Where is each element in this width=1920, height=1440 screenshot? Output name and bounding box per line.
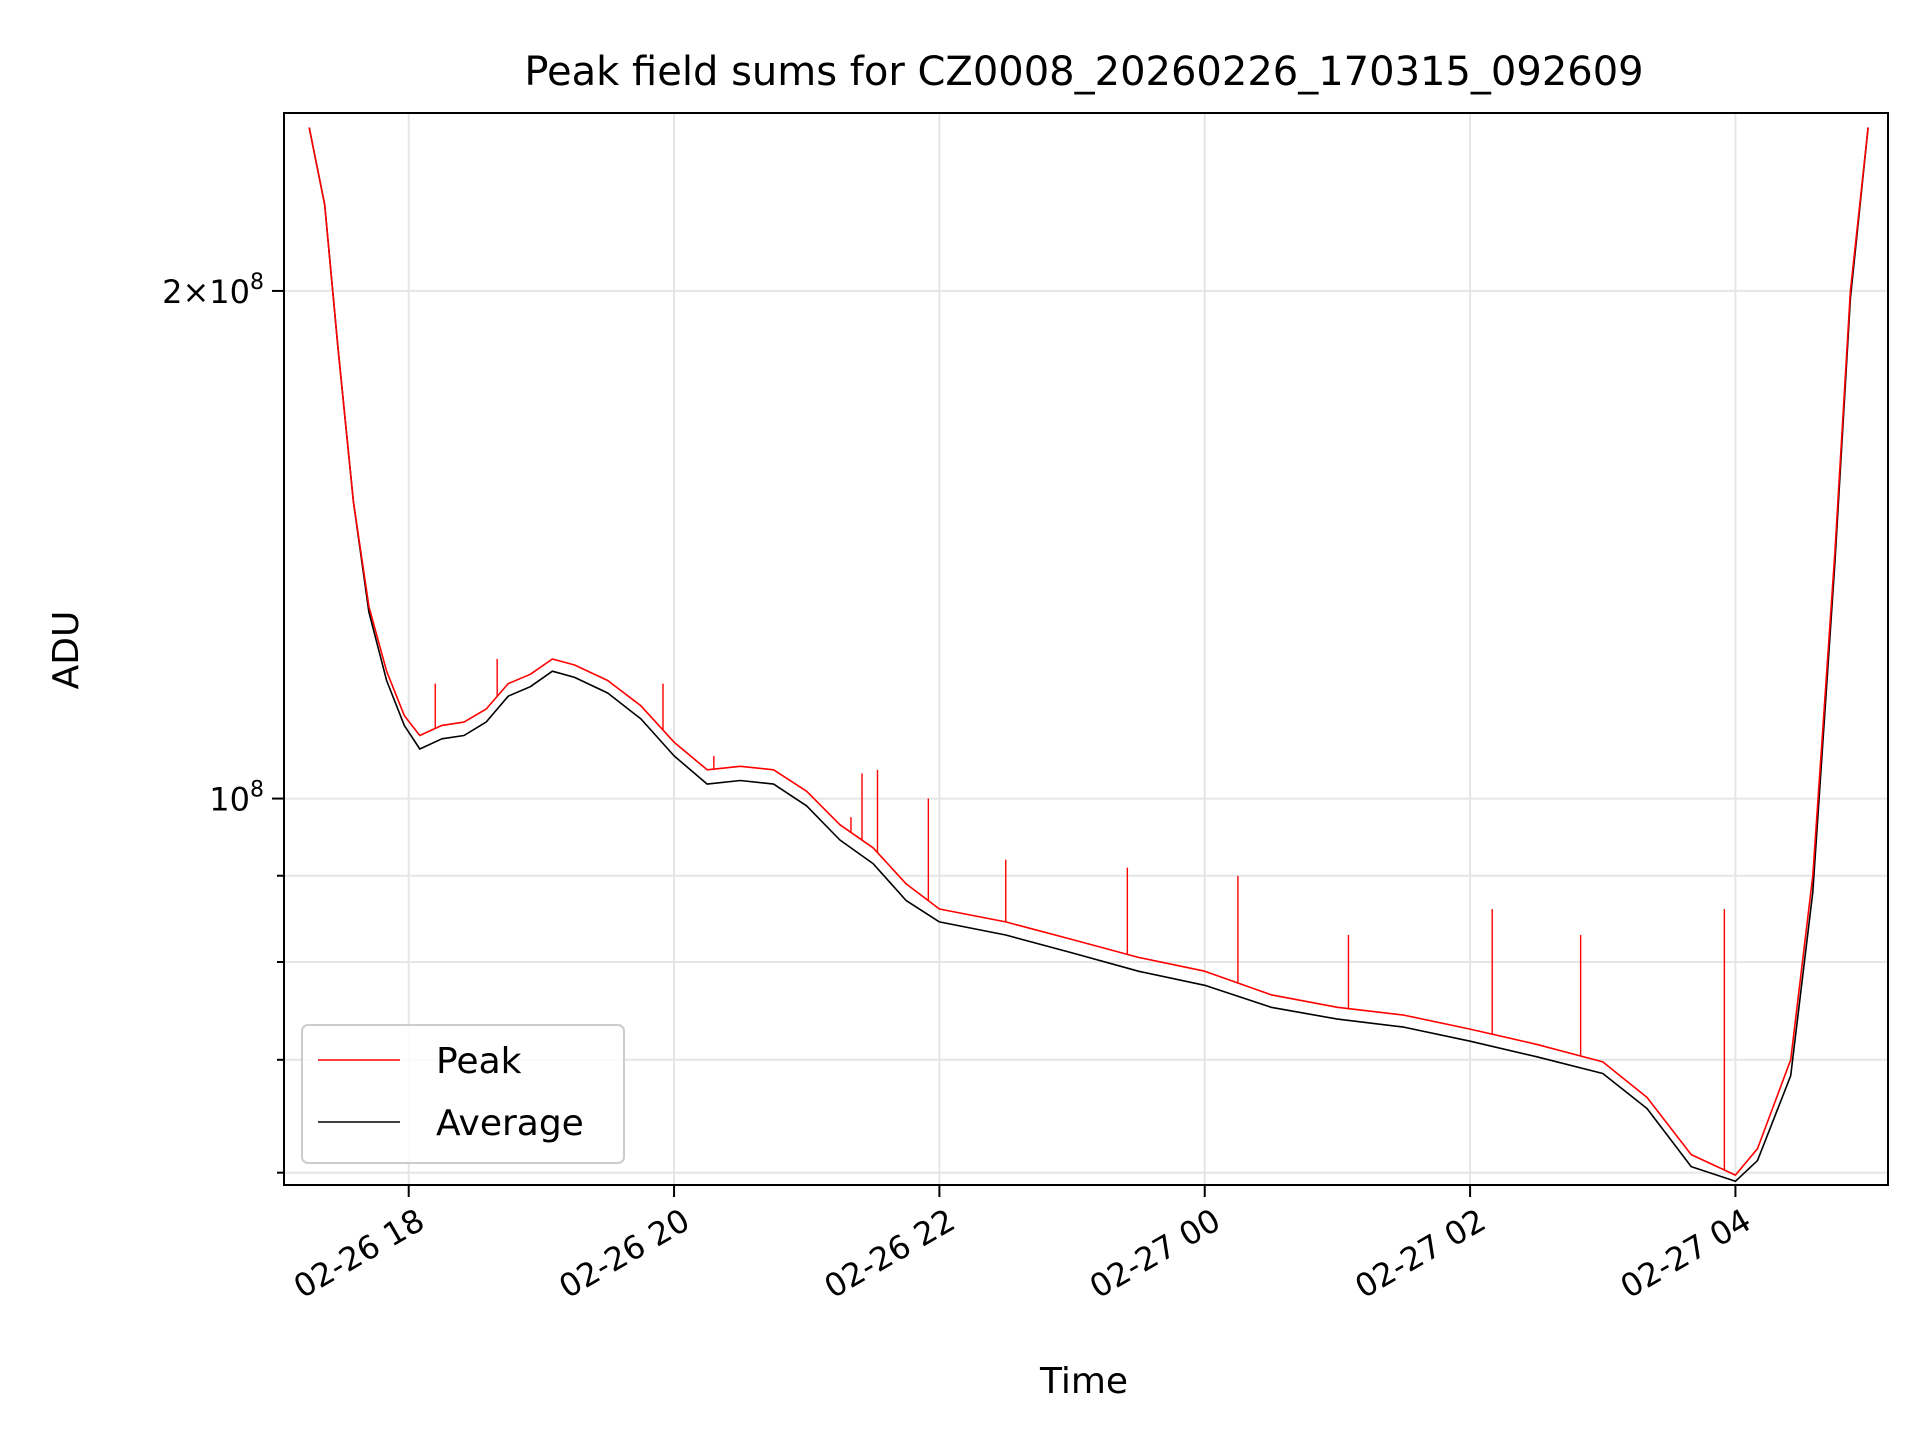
legend: Peak Average <box>301 1024 625 1164</box>
legend-peak-label: Peak <box>436 1041 522 1082</box>
series-peak-line <box>308 127 1869 1176</box>
legend-average-label: Average <box>436 1103 584 1144</box>
x-tick-label: 02-27 00 <box>1083 1201 1227 1306</box>
series-layer <box>308 127 1869 1183</box>
series-average-line <box>308 127 1869 1183</box>
x-tick-label: 02-27 04 <box>1614 1201 1758 1306</box>
y-axis: 2×108 108 <box>162 270 284 1174</box>
plot-frame <box>283 112 1889 1186</box>
x-axis-label: Time <box>1039 1361 1128 1402</box>
x-tick-label: 02-27 02 <box>1348 1201 1492 1306</box>
x-tick-label: 02-26 20 <box>552 1201 696 1306</box>
y-tick-label: 108 <box>209 778 264 819</box>
grid <box>284 113 1888 1185</box>
chart-title: Peak field sums for CZ0008_20260226_1703… <box>524 49 1643 95</box>
y-tick-label: 2×108 <box>162 270 264 311</box>
x-tick-label: 02-26 22 <box>818 1201 962 1306</box>
x-axis: 02-26 18 02-26 20 02-26 22 02-27 00 02-27 02… <box>287 1185 1757 1306</box>
y-axis-label: ADU <box>46 611 87 690</box>
x-tick-label: 02-26 18 <box>287 1201 431 1306</box>
